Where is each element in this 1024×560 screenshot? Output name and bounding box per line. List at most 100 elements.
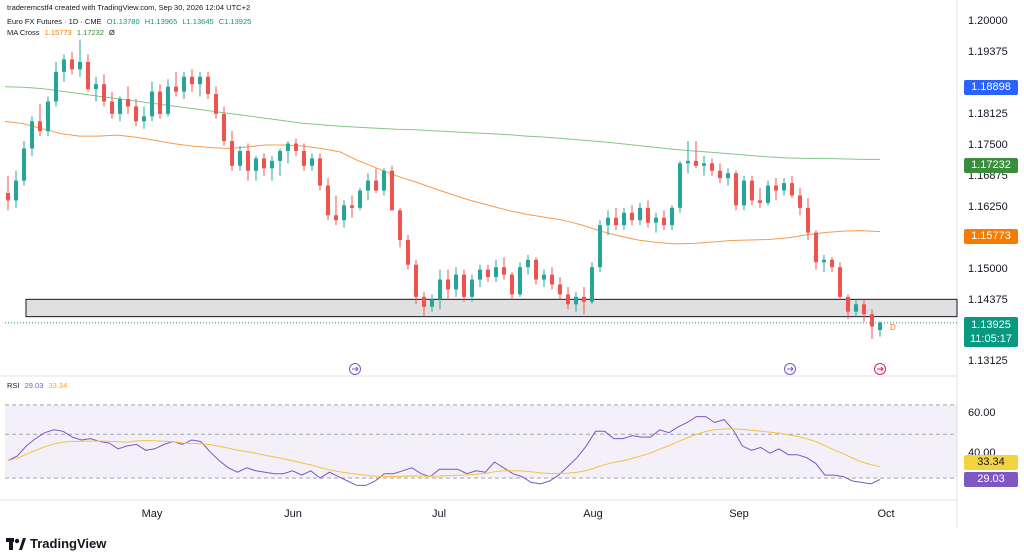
candle-body: [326, 185, 330, 216]
candle: [286, 141, 290, 164]
candle: [766, 180, 770, 206]
candle: [542, 269, 546, 287]
candle: [446, 269, 450, 300]
candle: [94, 76, 98, 102]
candle: [758, 188, 762, 208]
candle: [190, 69, 194, 92]
candle-body: [246, 150, 250, 171]
candle-body: [686, 160, 690, 164]
candle-body: [798, 195, 802, 208]
candle: [30, 116, 34, 156]
candle: [838, 262, 842, 300]
candle-body: [710, 163, 714, 171]
candle: [102, 74, 106, 107]
month-label: Jul: [431, 508, 447, 520]
event-icon[interactable]: [784, 363, 796, 375]
candle: [598, 220, 602, 273]
candle: [46, 96, 50, 137]
rsi-pane: [5, 404, 957, 486]
candle-body: [374, 180, 378, 191]
rsi-ma-line: [7, 428, 881, 478]
candle-body: [14, 180, 18, 201]
month-label: May: [141, 508, 163, 520]
candle: [462, 269, 466, 302]
candle: [342, 200, 346, 228]
event-icon[interactable]: [349, 363, 361, 375]
candle-body: [638, 207, 642, 221]
candle: [798, 188, 802, 216]
candle: [214, 86, 218, 119]
last-price-badge: 1.13925 11:05:17: [964, 317, 1018, 347]
candle-body: [102, 84, 106, 102]
price-tick-label: 1.17500: [968, 139, 1008, 151]
candle: [134, 99, 138, 127]
candle: [654, 212, 658, 233]
rsi-v1: 29.03: [24, 381, 44, 390]
candle: [310, 153, 314, 171]
candle: [862, 299, 866, 322]
candle-body: [254, 158, 258, 171]
candle-body: [662, 217, 666, 226]
candle: [158, 84, 162, 119]
candle-body: [726, 173, 730, 179]
candle-body: [190, 76, 194, 85]
candle-body: [238, 150, 242, 166]
candle-body: [182, 76, 186, 92]
candle: [750, 175, 754, 206]
candle-body: [734, 173, 738, 206]
candle-body: [758, 200, 762, 203]
candle-body: [574, 296, 578, 305]
candle-body: [502, 267, 506, 275]
candle-body: [670, 207, 674, 226]
candle: [126, 86, 130, 114]
candle: [470, 274, 474, 302]
candle-body: [854, 304, 858, 312]
candle-body: [414, 264, 418, 297]
low-value: L1.13645: [182, 17, 214, 26]
candle-body: [694, 160, 698, 166]
candle: [398, 207, 402, 248]
candle: [830, 257, 834, 273]
candle: [246, 143, 250, 181]
candle: [86, 54, 90, 92]
candle: [582, 286, 586, 315]
candle-body: [558, 284, 562, 295]
candle-body: [782, 183, 786, 191]
price-tick-label: 1.20000: [968, 15, 1008, 28]
candle: [494, 259, 498, 283]
candle-body: [118, 99, 122, 114]
candle-body: [878, 322, 882, 331]
candle-body: [70, 59, 74, 70]
candle: [22, 141, 26, 186]
candle: [774, 178, 778, 201]
candle-body: [438, 279, 442, 300]
price-tick-label: 1.15000: [968, 262, 1008, 275]
candle: [414, 259, 418, 305]
candle: [206, 71, 210, 100]
tradingview-logo[interactable]: TradingView: [6, 536, 106, 551]
candle-body: [6, 193, 10, 201]
candle-body: [766, 185, 770, 203]
candle-body: [870, 314, 874, 327]
candle: [110, 91, 114, 119]
candle-body: [542, 274, 546, 280]
candle: [846, 294, 850, 320]
candle: [358, 188, 362, 211]
candle: [350, 195, 354, 218]
open-value: O1.13780: [106, 17, 140, 26]
ma-v2: 1.17232: [76, 28, 104, 37]
candle-body: [750, 180, 754, 201]
candle-body: [334, 215, 338, 221]
candle: [166, 79, 170, 117]
candle-body: [534, 259, 538, 280]
candle-body: [278, 150, 282, 161]
ma-short-line: [4, 120, 881, 245]
candle-body: [342, 205, 346, 221]
event-icon[interactable]: [874, 363, 886, 375]
candle: [294, 138, 298, 156]
candle-body: [838, 267, 842, 297]
candle-body: [478, 269, 482, 280]
candle-body: [486, 269, 490, 278]
candle: [230, 131, 234, 171]
